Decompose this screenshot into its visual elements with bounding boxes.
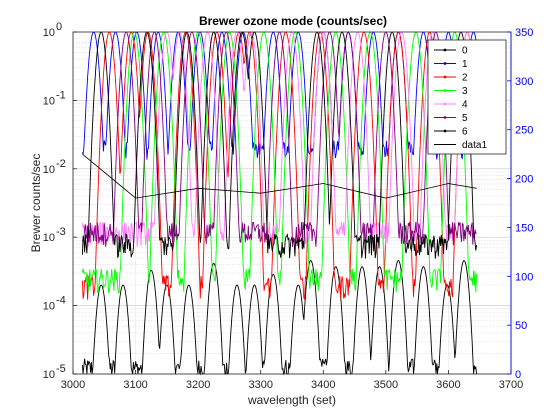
- chart-title: Brewer ozone mode (counts/sec): [199, 14, 387, 28]
- y-tick-label: 10: [43, 95, 55, 107]
- x-tick-label: 3500: [374, 379, 398, 391]
- series-data1-line: [82, 153, 477, 199]
- x-tick-label: 3200: [186, 379, 210, 391]
- x-tick-label: 3700: [499, 379, 523, 391]
- y-axis-right-ticks: 0 50 100 150 200 250 300 350: [507, 27, 533, 381]
- y-tick-label: 10: [43, 301, 55, 313]
- y-tick-exponent: -1: [56, 89, 66, 101]
- series-4-line: [81, 31, 478, 247]
- legend: 0 1 2 3 4 5 6 data1: [427, 39, 507, 155]
- y-right-tick-label: 100: [515, 271, 533, 283]
- x-tick-label: 3100: [123, 379, 147, 391]
- y-right-tick-label: 300: [515, 76, 533, 88]
- y-right-tick-label: 50: [515, 320, 527, 332]
- y-tick-label: 10: [43, 164, 55, 176]
- legend-label: 0: [462, 46, 468, 57]
- legend-label: 4: [462, 100, 468, 111]
- x-tick-label: 3600: [436, 379, 460, 391]
- legend-label: 3: [462, 86, 468, 97]
- legend-marker: [443, 89, 447, 92]
- series-6-line: [81, 31, 478, 259]
- y-right-tick-label: 350: [515, 27, 533, 39]
- legend-marker: [443, 75, 447, 79]
- legend-label: 1: [462, 59, 468, 70]
- legend-marker: [443, 62, 447, 65]
- y-tick-exponent: -2: [56, 158, 66, 170]
- y-right-tick-label: 250: [515, 125, 533, 137]
- legend-box: [427, 39, 507, 155]
- series-0-line: [81, 259, 478, 376]
- y-tick-label: 10: [43, 369, 55, 381]
- y-tick-exponent: -3: [56, 226, 66, 238]
- y-tick-exponent: 0: [56, 21, 62, 33]
- y-right-tick-label: 150: [515, 222, 533, 234]
- y-right-tick-label: 0: [515, 369, 521, 381]
- x-axis-label: wavelength (set): [247, 393, 336, 407]
- legend-marker: [443, 48, 447, 52]
- legend-label: 6: [462, 127, 468, 138]
- legend-marker: [443, 102, 447, 106]
- legend-marker: [443, 129, 447, 133]
- y-axis-label: Brewer counts/sec: [29, 154, 43, 253]
- series-3-line: [81, 31, 478, 294]
- y-tick-exponent: -5: [56, 363, 66, 375]
- legend-label: data1: [462, 140, 487, 151]
- x-tick-label: 3000: [61, 379, 85, 391]
- x-tick-label: 3300: [248, 379, 272, 391]
- legend-label: 2: [462, 73, 468, 84]
- y-tick-exponent: -4: [56, 295, 66, 307]
- x-tick-label: 3400: [311, 379, 335, 391]
- legend-marker: [443, 116, 447, 119]
- x-axis-ticks: 3000 3100 3200 3300 3400 3500 3600 3700: [61, 370, 523, 391]
- y-tick-label: 10: [43, 27, 55, 39]
- legend-label: 5: [462, 113, 468, 124]
- y-right-tick-label: 200: [515, 174, 533, 186]
- y-tick-label: 10: [43, 232, 55, 244]
